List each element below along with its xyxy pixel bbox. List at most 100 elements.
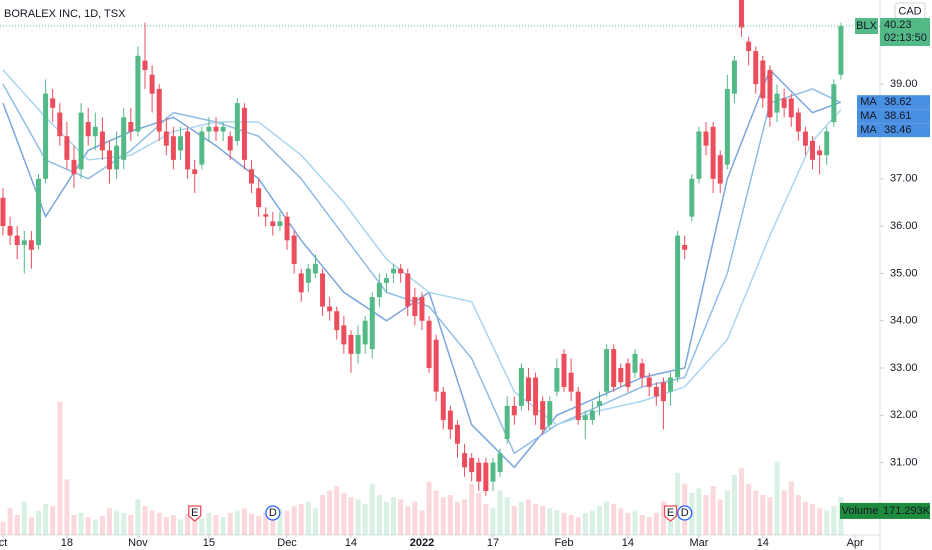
candle-body	[419, 297, 425, 321]
candle-body	[561, 353, 567, 387]
candle-body	[220, 126, 226, 132]
y-tick-label: 36.00	[890, 220, 918, 232]
candle-body	[114, 145, 120, 170]
volume-bar	[298, 503, 304, 535]
volume-bar	[753, 490, 759, 535]
ma-name-box	[857, 109, 880, 124]
volume-bar	[142, 506, 148, 535]
volume-bar	[810, 503, 816, 535]
x-tick-label: 14	[345, 537, 357, 549]
volume-bar	[540, 506, 546, 535]
candle-body	[454, 424, 460, 444]
volume-bar	[625, 512, 631, 535]
candle-body	[540, 401, 546, 430]
candle-body	[185, 131, 191, 170]
volume-bar	[483, 503, 489, 535]
candle-body	[369, 297, 375, 350]
candle-body	[675, 235, 681, 378]
candle-body	[78, 112, 84, 170]
candle-body	[291, 235, 297, 264]
candle-body	[156, 88, 162, 132]
candle-body	[568, 372, 574, 392]
volume-bar	[568, 515, 574, 535]
ma-name: MA	[860, 96, 877, 108]
candle-body	[582, 415, 588, 421]
candle-body	[483, 462, 489, 492]
candle-body	[362, 320, 368, 345]
volume-bar	[440, 497, 446, 535]
volume-bar	[334, 486, 340, 535]
candle-body	[596, 401, 602, 406]
candle-body	[739, 0, 745, 28]
candle-body	[28, 240, 34, 250]
volume-value-box	[880, 502, 930, 519]
y-tick-label: 37.00	[890, 173, 918, 185]
candle-body	[355, 334, 361, 354]
x-tick-label: 15	[203, 537, 215, 549]
ma-name: MA	[860, 124, 877, 136]
candle-body	[547, 401, 553, 425]
candle-body	[703, 131, 709, 146]
volume-bar	[518, 501, 524, 535]
volume-bar	[831, 506, 837, 535]
candle-body	[717, 155, 723, 184]
volume-bar	[575, 517, 581, 535]
moving-average-line	[2, 83, 842, 455]
candle-body	[746, 41, 752, 52]
candle-body	[682, 245, 688, 250]
volume-bar	[646, 517, 652, 535]
volume-bar	[85, 517, 91, 535]
volume-bar	[305, 501, 311, 535]
candle-body	[696, 131, 702, 179]
volume-bar	[731, 475, 737, 535]
candle-body	[192, 169, 198, 175]
volume-bar	[639, 515, 645, 535]
x-tick-label: Apr	[847, 537, 864, 549]
volume-bar	[717, 499, 723, 535]
volume-bar	[220, 517, 226, 535]
candle-body	[256, 188, 262, 208]
volume-bar	[156, 512, 162, 535]
ma-value: 38.46	[884, 124, 912, 136]
volume-bar	[348, 497, 354, 535]
volume-bar	[185, 513, 191, 535]
volume-bar	[746, 483, 752, 535]
candle-body	[270, 221, 276, 227]
volume-bar	[504, 497, 510, 535]
candle-body	[142, 60, 148, 71]
volume-bar	[263, 512, 269, 535]
volume-bar	[92, 519, 98, 535]
candle-body	[831, 84, 837, 123]
ma-name: MA	[860, 110, 877, 122]
candle-body	[341, 325, 347, 345]
volume-bar	[277, 508, 283, 535]
candle-body	[234, 103, 240, 141]
chart-title: BORALEX INC, 1D, TSX	[4, 8, 126, 20]
volume-bar	[476, 492, 482, 535]
volume-bar	[660, 501, 666, 535]
event-marker	[663, 505, 678, 522]
volume-bar	[99, 516, 105, 535]
volume-bar	[249, 513, 255, 535]
currency: CAD	[898, 5, 921, 17]
candle-body	[92, 126, 98, 137]
y-tick-label: 33.00	[890, 362, 918, 374]
candle-body	[753, 51, 759, 85]
volume-bar	[369, 483, 375, 535]
candle-body	[660, 382, 666, 402]
x-tick-label: Nov	[128, 537, 148, 549]
candle-body	[64, 136, 70, 160]
candle-body	[810, 140, 816, 160]
volume-bar	[547, 508, 553, 535]
volume-bar	[561, 512, 567, 535]
candle-body	[284, 216, 290, 241]
x-tick-label: 17	[487, 537, 499, 549]
candle-body	[71, 159, 77, 175]
candle-body	[241, 107, 247, 160]
volume-bar	[632, 510, 638, 535]
volume-bar	[7, 508, 13, 535]
symbol-box	[855, 18, 878, 35]
candle-body	[334, 311, 340, 331]
candle-body	[575, 391, 581, 421]
volume-bar	[135, 499, 141, 535]
